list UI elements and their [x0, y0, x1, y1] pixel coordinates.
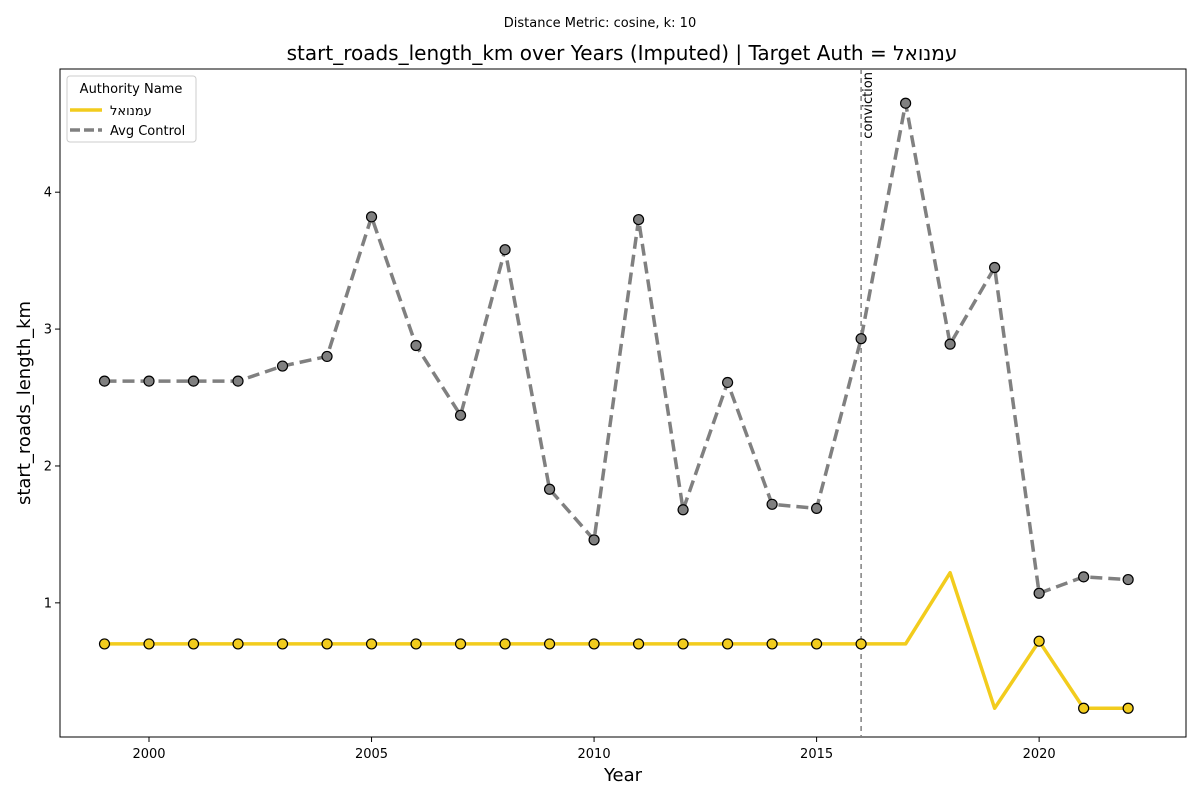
data-point — [187, 638, 200, 650]
y-axis-title: start_roads_length_km — [14, 301, 35, 505]
data-point — [321, 638, 333, 650]
data-point — [454, 638, 467, 650]
data-point — [944, 338, 956, 350]
data-point — [410, 638, 422, 650]
y-axis-ticks: 1 2 3 4 — [44, 186, 60, 611]
data-point — [1122, 702, 1134, 714]
series-2 — [98, 97, 1134, 599]
x-tick-label: 2005 — [355, 747, 388, 762]
data-point — [677, 638, 689, 650]
data-point — [321, 350, 333, 363]
data-point — [143, 375, 155, 387]
data-point — [588, 638, 600, 650]
series-line — [104, 570, 1129, 711]
series-1 — [98, 570, 1134, 714]
plot-area-frame — [59, 68, 1187, 738]
data-point — [543, 483, 556, 495]
data-point — [143, 638, 155, 650]
x-tick-label: 2000 — [132, 747, 165, 762]
legend-entry: Avg Control — [110, 124, 185, 139]
data-point — [855, 638, 867, 650]
data-point — [677, 504, 689, 516]
y-tick-label: 3 — [44, 323, 52, 338]
chart-title: start_roads_length_km over Years (Impute… — [287, 41, 958, 65]
data-point — [1033, 587, 1045, 599]
x-axis-title: Year — [603, 765, 643, 786]
x-tick-label: 2015 — [800, 747, 833, 762]
data-point — [855, 333, 867, 345]
data-point — [276, 360, 289, 372]
legend: Authority Name עמנואל Avg Control — [66, 75, 197, 143]
data-point — [98, 375, 111, 387]
data-point — [187, 375, 200, 387]
data-point — [365, 638, 378, 650]
chart-suptitle: Distance Metric: cosine, k: 10 — [504, 16, 696, 31]
data-point — [276, 638, 289, 650]
y-tick-label: 1 — [44, 596, 52, 611]
data-point — [98, 638, 111, 650]
data-point — [721, 638, 734, 650]
data-point — [499, 638, 511, 650]
data-point — [632, 638, 645, 650]
data-point — [232, 375, 244, 387]
data-point — [632, 213, 645, 226]
legend-title: Authority Name — [80, 82, 183, 97]
y-tick-label: 4 — [44, 186, 52, 201]
data-point — [1033, 635, 1045, 647]
data-point — [900, 97, 912, 109]
data-point — [499, 244, 511, 256]
conviction-label: conviction — [861, 72, 876, 139]
data-point — [1078, 571, 1090, 583]
data-point — [232, 638, 244, 650]
data-point — [766, 638, 778, 650]
x-axis-ticks: 2000 2005 2010 2015 2020 — [132, 737, 1056, 762]
series-line — [104, 101, 1129, 596]
data-point — [410, 339, 422, 352]
data-point — [1078, 702, 1090, 714]
data-point — [543, 638, 556, 650]
data-point — [454, 409, 467, 421]
data-point — [365, 211, 378, 223]
data-point — [1122, 573, 1134, 586]
data-point — [766, 498, 778, 510]
data-point — [588, 534, 600, 546]
data-point — [721, 376, 734, 389]
data-point — [989, 261, 1001, 274]
legend-entry: עמנואל — [110, 104, 152, 119]
series-layer — [98, 97, 1134, 714]
data-point — [811, 638, 823, 650]
x-tick-label: 2010 — [578, 747, 611, 762]
data-point — [811, 502, 823, 515]
annotations: conviction — [860, 69, 876, 737]
x-tick-label: 2020 — [1023, 747, 1056, 762]
legend-box — [66, 75, 197, 143]
y-tick-label: 2 — [44, 459, 52, 474]
